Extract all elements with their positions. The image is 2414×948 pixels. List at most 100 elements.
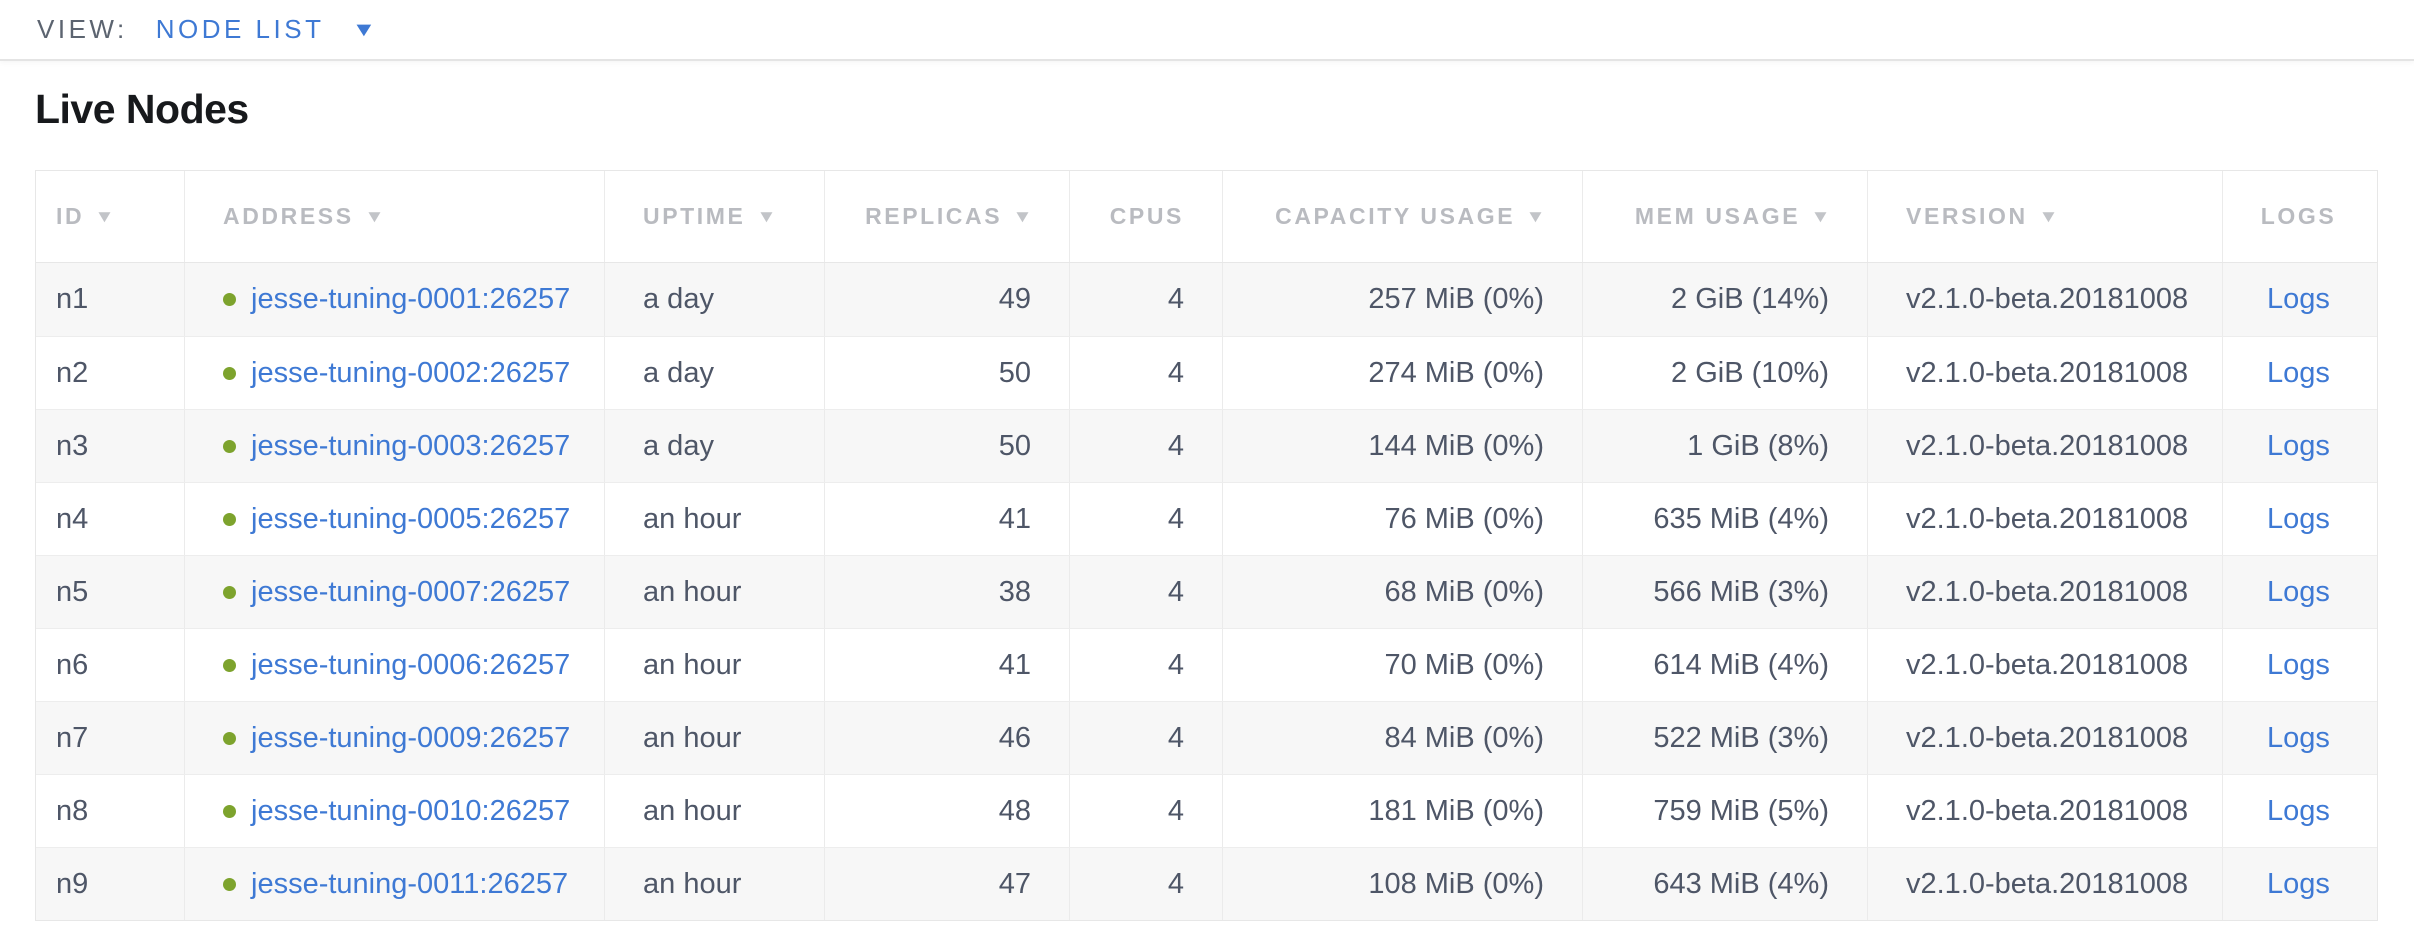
cell-mem: 2 GiB (14%) — [1583, 263, 1868, 336]
chevron-down-icon: ▼ — [351, 18, 377, 41]
logs-link[interactable]: Logs — [2267, 283, 2330, 315]
node-address-link[interactable]: jesse-tuning-0002:26257 — [251, 356, 571, 389]
logs-link[interactable]: Logs — [2267, 794, 2330, 827]
cell-value: 38 — [998, 575, 1031, 608]
node-live-icon — [223, 731, 236, 745]
table-header-row: ID ▼ ADDRESS ▼ UPTIME ▼ REPLICAS ▼ CPUS CAPACITY … — [36, 171, 2377, 262]
cell-value: v2.1.0-beta.20181008 — [1906, 575, 2189, 608]
column-header-cpus: CPUS — [1070, 171, 1223, 262]
sort-caret-icon: ▼ — [363, 206, 385, 226]
column-header-version[interactable]: VERSION ▼ — [1868, 171, 2223, 262]
cell-version: v2.1.0-beta.20181008 — [1868, 775, 2223, 847]
cell-logs: Logs — [2223, 702, 2374, 774]
node-live-icon — [223, 512, 236, 526]
cell-cpus: 4 — [1070, 556, 1223, 628]
cell-value: an hour — [643, 794, 742, 827]
cell-capacity: 84 MiB (0%) — [1223, 702, 1583, 774]
column-header-id[interactable]: ID ▼ — [36, 171, 185, 262]
cell-value: 2 GiB (14%) — [1671, 283, 1829, 315]
cell-value: 46 — [998, 721, 1031, 754]
cell-replicas: 41 — [825, 629, 1070, 701]
column-header-replicas[interactable]: REPLICAS ▼ — [825, 171, 1070, 262]
cell-value: n5 — [56, 575, 89, 608]
cell-version: v2.1.0-beta.20181008 — [1868, 337, 2223, 409]
column-header-label: LOGS — [2260, 203, 2337, 229]
cell-mem: 643 MiB (4%) — [1583, 848, 1868, 920]
cell-logs: Logs — [2223, 483, 2374, 555]
logs-link[interactable]: Logs — [2267, 575, 2330, 608]
column-header-address[interactable]: ADDRESS ▼ — [185, 171, 605, 262]
cell-address: jesse-tuning-0001:26257 — [185, 263, 605, 336]
column-header-label: VERSION — [1906, 203, 2028, 229]
node-address-link[interactable]: jesse-tuning-0003:26257 — [251, 429, 571, 462]
cell-uptime: an hour — [605, 483, 825, 555]
cell-value: 41 — [998, 502, 1031, 535]
logs-link[interactable]: Logs — [2267, 356, 2330, 389]
node-address-link[interactable]: jesse-tuning-0009:26257 — [251, 721, 571, 754]
logs-link[interactable]: Logs — [2267, 429, 2330, 462]
logs-link[interactable]: Logs — [2267, 867, 2330, 900]
column-header-mem[interactable]: MEM USAGE ▼ — [1583, 171, 1868, 262]
cell-uptime: an hour — [605, 775, 825, 847]
node-live-icon — [223, 804, 236, 818]
view-dropdown[interactable]: NODE LIST ▼ — [155, 14, 377, 45]
cell-value: 144 MiB (0%) — [1368, 429, 1544, 462]
sort-caret-icon: ▼ — [1012, 206, 1033, 226]
cell-id: n8 — [36, 775, 185, 847]
node-live-icon — [223, 293, 236, 306]
logs-link[interactable]: Logs — [2267, 721, 2330, 754]
node-address-link[interactable]: jesse-tuning-0011:26257 — [251, 867, 569, 900]
cell-value: 759 MiB (5%) — [1653, 794, 1829, 827]
cell-id: n2 — [36, 337, 185, 409]
column-header-label: CAPACITY USAGE — [1275, 203, 1516, 229]
cell-version: v2.1.0-beta.20181008 — [1868, 483, 2223, 555]
cell-logs: Logs — [2223, 556, 2374, 628]
cell-replicas: 46 — [825, 702, 1070, 774]
cell-uptime: an hour — [605, 556, 825, 628]
node-address-link[interactable]: jesse-tuning-0005:26257 — [251, 502, 571, 535]
node-address-link[interactable]: jesse-tuning-0010:26257 — [251, 794, 571, 827]
cell-address: jesse-tuning-0005:26257 — [185, 483, 605, 555]
table-row: n6 jesse-tuning-0006:26257 an hour 41 4 70 Mi… — [36, 628, 2377, 701]
cell-cpus: 4 — [1070, 337, 1223, 409]
cell-version: v2.1.0-beta.20181008 — [1868, 848, 2223, 920]
table-row: n7 jesse-tuning-0009:26257 an hour 46 4 84 Mi… — [36, 701, 2377, 774]
logs-link[interactable]: Logs — [2267, 502, 2330, 535]
node-address-link[interactable]: jesse-tuning-0007:26257 — [251, 575, 571, 608]
cell-value: 4 — [1167, 429, 1184, 462]
cell-uptime: a day — [605, 410, 825, 482]
cell-logs: Logs — [2223, 629, 2374, 701]
cell-mem: 614 MiB (4%) — [1583, 629, 1868, 701]
node-address-link[interactable]: jesse-tuning-0006:26257 — [251, 648, 571, 681]
cell-cpus: 4 — [1070, 775, 1223, 847]
node-address-link[interactable]: jesse-tuning-0001:26257 — [251, 283, 571, 315]
column-header-uptime[interactable]: UPTIME ▼ — [605, 171, 825, 262]
cell-value: 108 MiB (0%) — [1368, 867, 1544, 900]
table-row: n9 jesse-tuning-0011:26257 an hour 47 4 108 M… — [36, 847, 2377, 920]
cell-value: v2.1.0-beta.20181008 — [1906, 429, 2189, 462]
cell-value: n1 — [56, 283, 89, 315]
cell-address: jesse-tuning-0003:26257 — [185, 410, 605, 482]
view-dropdown-value[interactable]: NODE LIST — [155, 14, 325, 44]
cell-value: 50 — [998, 356, 1031, 389]
table-row: n1 jesse-tuning-0001:26257 a day 49 4 257 MiB… — [36, 263, 2377, 336]
cell-address: jesse-tuning-0006:26257 — [185, 629, 605, 701]
cell-value: v2.1.0-beta.20181008 — [1906, 721, 2189, 754]
page-content: Live Nodes ID ▼ ADDRESS ▼ UPTIME ▼ REPLICAS ▼ CP… — [0, 86, 2414, 921]
cell-value: v2.1.0-beta.20181008 — [1906, 356, 2189, 389]
cell-value: 4 — [1167, 283, 1184, 315]
cell-value: 47 — [998, 867, 1031, 900]
column-header-label: ID — [56, 203, 85, 229]
cell-value: an hour — [643, 867, 742, 900]
cell-value: n2 — [56, 356, 89, 389]
cell-replicas: 50 — [825, 337, 1070, 409]
cell-value: n9 — [56, 867, 89, 900]
cell-value: 50 — [998, 429, 1031, 462]
logs-link[interactable]: Logs — [2267, 648, 2330, 681]
column-header-capacity[interactable]: CAPACITY USAGE ▼ — [1223, 171, 1583, 262]
cell-value: 41 — [998, 648, 1031, 681]
cell-uptime: an hour — [605, 702, 825, 774]
cell-value: 76 MiB (0%) — [1384, 502, 1544, 535]
cell-value: 70 MiB (0%) — [1384, 648, 1544, 681]
cell-value: 84 MiB (0%) — [1384, 721, 1544, 754]
